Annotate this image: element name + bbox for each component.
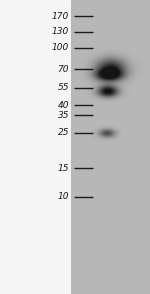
Text: 25: 25 [57,128,69,137]
Text: 170: 170 [52,12,69,21]
Text: 40: 40 [57,101,69,110]
Text: 70: 70 [57,65,69,74]
Text: 35: 35 [57,111,69,120]
Text: 130: 130 [52,27,69,36]
Text: 10: 10 [57,193,69,201]
Text: 100: 100 [52,44,69,52]
Text: 55: 55 [57,83,69,92]
Bar [0,0,70,294]
Bar [70,0,150,294]
Text: 15: 15 [57,164,69,173]
